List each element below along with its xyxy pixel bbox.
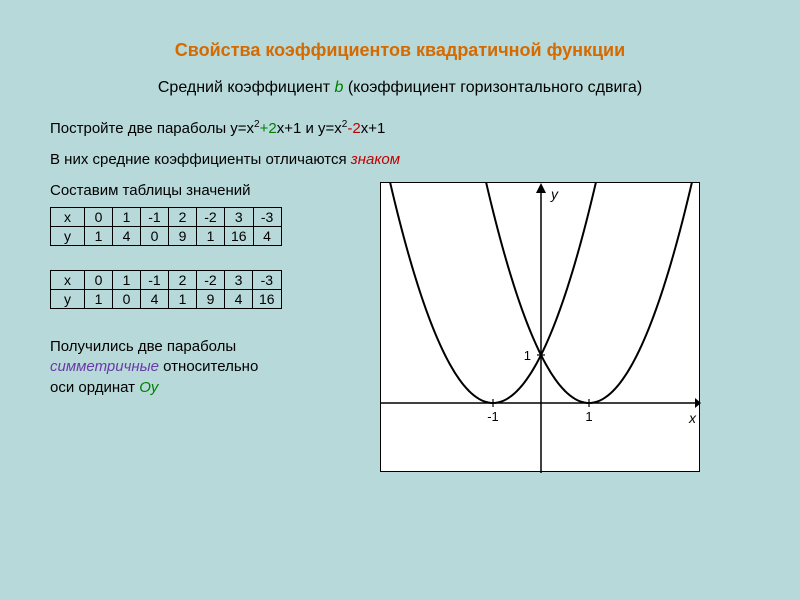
svg-text:y: y xyxy=(550,186,559,202)
conclusion-line1: Получились две параболы xyxy=(50,338,236,355)
table-cell: 1 xyxy=(113,208,141,227)
table-cell: 4 xyxy=(113,227,141,246)
conclusion-line3-pre: оси ординат xyxy=(50,379,139,396)
content-row: Составим таблицы значений x 0 1 -1 2 -2 … xyxy=(50,182,750,472)
parabola-chart: -1 1 1 x y xyxy=(380,182,700,472)
table-cell: 1 xyxy=(113,271,141,290)
instruction-1: Постройте две параболы y=x2+2x+1 и y=x2-… xyxy=(50,119,750,137)
table-cell: 4 xyxy=(141,290,169,309)
table-cell: -1 xyxy=(141,208,169,227)
instr1-minus: -2 xyxy=(347,120,360,137)
right-column: -1 1 1 x y xyxy=(380,182,740,472)
table-row: x 0 1 -1 2 -2 3 -3 xyxy=(51,271,282,290)
instr1-t1: Постройте две параболы y=x xyxy=(50,120,254,137)
table-cell: 0 xyxy=(113,290,141,309)
table-cell: 1 xyxy=(169,290,197,309)
table-row: y 1 4 0 9 1 16 4 xyxy=(51,227,282,246)
conclusion-oy: Oy xyxy=(139,379,158,396)
conclusion: Получились две параболы симметричные отн… xyxy=(50,337,370,398)
value-table-1: x 0 1 -1 2 -2 3 -3 y 1 4 0 9 1 16 xyxy=(50,207,282,246)
table-cell-x-label: x xyxy=(51,271,85,290)
table-cell: 0 xyxy=(85,271,113,290)
table-cell-x-label: x xyxy=(51,208,85,227)
table-cell: -1 xyxy=(141,271,169,290)
table-cell: -2 xyxy=(197,271,225,290)
instr1-t3: x+1 xyxy=(361,120,386,137)
instr1-t2: x+1 и y=x xyxy=(277,120,342,137)
table-cell: 1 xyxy=(85,290,113,309)
table-row: y 1 0 4 1 9 4 16 xyxy=(51,290,282,309)
table-cell-y-label: y xyxy=(51,227,85,246)
instr2-t1: В них средние коэффициенты отличаются xyxy=(50,151,351,168)
conclusion-sym: симметричные xyxy=(50,358,159,375)
table-cell: 16 xyxy=(225,227,254,246)
subtitle-part1: Средний коэффициент xyxy=(158,79,335,96)
table-cell: 16 xyxy=(253,290,282,309)
table-cell: -2 xyxy=(197,208,225,227)
svg-text:x: x xyxy=(688,410,697,426)
table-cell: 1 xyxy=(197,227,225,246)
table-cell: 9 xyxy=(197,290,225,309)
svg-text:1: 1 xyxy=(585,409,592,424)
table-cell: 1 xyxy=(85,227,113,246)
table-cell: 0 xyxy=(141,227,169,246)
table-cell: -3 xyxy=(253,208,281,227)
table-cell: 9 xyxy=(169,227,197,246)
slide: Свойства коэффициентов квадратичной функ… xyxy=(0,0,800,600)
instruction-2: В них средние коэффициенты отличаются зн… xyxy=(50,151,750,168)
svg-text:1: 1 xyxy=(524,348,531,363)
chart-svg: -1 1 1 x y xyxy=(381,183,701,473)
svg-text:-1: -1 xyxy=(487,409,499,424)
instr1-plus: +2 xyxy=(260,120,277,137)
table-cell: 4 xyxy=(225,290,253,309)
slide-subtitle: Средний коэффициент b (коэффициент гориз… xyxy=(50,79,750,97)
table-cell: -3 xyxy=(253,271,282,290)
table-cell: 2 xyxy=(169,271,197,290)
slide-title: Свойства коэффициентов квадратичной функ… xyxy=(50,40,750,61)
value-table-2: x 0 1 -1 2 -2 3 -3 y 1 0 4 1 9 4 xyxy=(50,270,282,309)
left-column: Составим таблицы значений x 0 1 -1 2 -2 … xyxy=(50,182,380,472)
table-cell: 3 xyxy=(225,271,253,290)
table-cell: 3 xyxy=(225,208,254,227)
conclusion-line2: относительно xyxy=(159,358,258,375)
table-cell-y-label: y xyxy=(51,290,85,309)
table-cell: 4 xyxy=(253,227,281,246)
tables-caption: Составим таблицы значений xyxy=(50,182,370,199)
table-cell: 2 xyxy=(169,208,197,227)
subtitle-part2: (коэффициент горизонтального сдвига) xyxy=(343,79,642,96)
instr2-em: знаком xyxy=(351,151,400,168)
table-cell: 0 xyxy=(85,208,113,227)
table-row: x 0 1 -1 2 -2 3 -3 xyxy=(51,208,282,227)
